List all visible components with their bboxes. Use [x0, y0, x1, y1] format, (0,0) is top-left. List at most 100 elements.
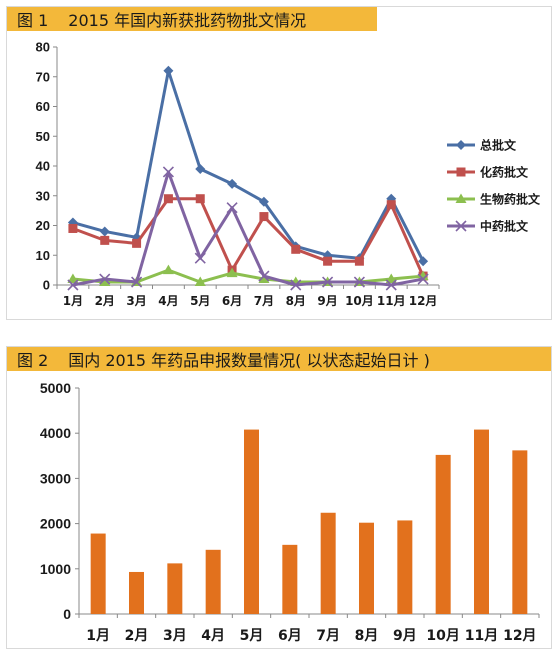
data-point: [258, 196, 269, 207]
x-marker-stroke: [226, 202, 238, 214]
bar: [282, 544, 298, 614]
y-tick-label: 3000: [40, 470, 71, 486]
applications-bar-chart: 0 1000 2000 3000 4000 5000 1月 2月 3月 4月 5月 6月 7月 8月 9月 1…: [40, 380, 540, 644]
data-point: [194, 252, 206, 264]
data-point: [418, 256, 429, 267]
bar: [512, 450, 528, 614]
legend-item: 总批文: [447, 138, 517, 153]
chart-2-number: 图 2: [17, 351, 49, 370]
data-point: [99, 226, 110, 237]
legend-item: 生物药批文: [447, 192, 541, 207]
legend-label: 化药批文: [480, 165, 529, 180]
x-marker-stroke: [353, 276, 365, 288]
x-tick-label: 3月: [126, 294, 146, 308]
y-tick-label: 70: [36, 69, 50, 84]
x-tick-label: 5月: [190, 294, 210, 308]
x-tick-label: 10月: [345, 294, 374, 308]
x-tick-label: 2月: [125, 628, 149, 644]
data-point: [194, 276, 206, 287]
bar: [205, 549, 221, 614]
x-tick-label: 12月: [503, 628, 536, 644]
data-point: [100, 235, 110, 245]
x-marker-stroke: [131, 276, 143, 288]
x-marker-stroke: [162, 166, 174, 178]
legend-item: 化药批文: [447, 165, 529, 180]
bar: [474, 429, 489, 614]
x-tick-label: 7月: [316, 628, 340, 644]
y-tick-label: 2000: [40, 516, 71, 532]
data-point: [68, 223, 78, 233]
data-point: [131, 276, 143, 288]
x-tick-label: 9月: [317, 294, 337, 308]
y-tick-label: 40: [36, 159, 50, 174]
x-tick-label: 6月: [278, 628, 302, 644]
data-point: [417, 273, 429, 285]
x-tick-label: 3月: [163, 628, 187, 644]
data-point: [163, 65, 174, 76]
x-tick-label: 11月: [377, 294, 406, 308]
x-tick-label: 1月: [86, 628, 110, 644]
chart-2-title: 图 2 国内 2015 年药品申报数量情况( 以状态起始日计 ): [7, 347, 551, 371]
x-marker-stroke: [322, 276, 334, 288]
x-marker-stroke: [258, 270, 270, 282]
bar: [359, 522, 374, 614]
approvals-chart-panel: 图 1 2015 年国内新获批药物批文情况 0 10 20 30 40 50 60 70 80 1…: [6, 6, 552, 320]
data-point: [195, 163, 206, 174]
x-tick-label: 8月: [286, 294, 306, 308]
x-tick-label: 7月: [254, 294, 274, 308]
data-point: [226, 202, 238, 214]
data-point: [259, 212, 269, 222]
y-tick-label: 0: [43, 278, 50, 293]
legend-marker: [455, 220, 467, 232]
x-marker-stroke: [290, 279, 302, 291]
data-point: [322, 276, 334, 288]
x-tick-label: 4月: [201, 628, 225, 644]
series-4: [67, 166, 429, 291]
legend-label: 生物药批文: [480, 192, 541, 207]
data-point: [227, 178, 238, 189]
y-tick-label: 5000: [40, 380, 71, 396]
x-marker-stroke: [99, 273, 111, 285]
chart-2-title-text: 国内 2015 年药品申报数量情况( 以状态起始日计 ): [68, 351, 430, 370]
approvals-line-chart: 0 10 20 30 40 50 60 70 80 1月 2月 3月 4月 5月 6月 7月 8月 9月 10月 11…: [36, 40, 541, 309]
chart-1-number: 图 1: [17, 11, 49, 30]
x-marker-stroke: [194, 252, 206, 264]
series-line: [72, 69, 425, 262]
x-tick-label: 9月: [393, 628, 417, 644]
x-tick-label: 10月: [426, 628, 459, 644]
legend-marker: [456, 167, 466, 177]
data-point: [99, 276, 111, 287]
bar: [167, 563, 183, 614]
data-point: [226, 267, 238, 278]
data-point: [386, 200, 396, 210]
x-tick-label: 2月: [95, 294, 115, 308]
x-tick-label: 6月: [222, 294, 242, 308]
data-point: [323, 256, 333, 266]
y-tick-label: 0: [63, 606, 71, 622]
data-point: [354, 256, 364, 266]
data-point: [67, 279, 79, 291]
x-tick-label: 1月: [63, 294, 83, 308]
data-point: [67, 273, 79, 284]
x-marker-stroke: [417, 273, 429, 285]
data-point: [195, 194, 205, 204]
y-tick-label: 50: [36, 129, 50, 144]
data-point: [290, 279, 302, 291]
y-tick-label: 1000: [40, 561, 71, 577]
y-tick-label: 30: [36, 188, 50, 203]
x-tick-label: 11月: [465, 628, 498, 644]
chart-1-title: 图 1 2015 年国内新获批药物批文情况: [7, 7, 377, 31]
legend-label: 中药批文: [480, 219, 529, 234]
data-point: [258, 273, 270, 284]
y-tick-label: 80: [36, 40, 50, 55]
x-tick-label: 8月: [355, 628, 379, 644]
y-tick-label: 10: [36, 248, 50, 263]
legend-marker: [455, 193, 467, 203]
data-point: [162, 264, 174, 275]
data-point: [291, 244, 301, 254]
data-point: [417, 270, 429, 281]
legend-marker: [456, 140, 466, 150]
data-point: [162, 166, 174, 178]
x-marker-stroke: [455, 220, 467, 232]
legend-item: 中药批文: [447, 219, 529, 234]
